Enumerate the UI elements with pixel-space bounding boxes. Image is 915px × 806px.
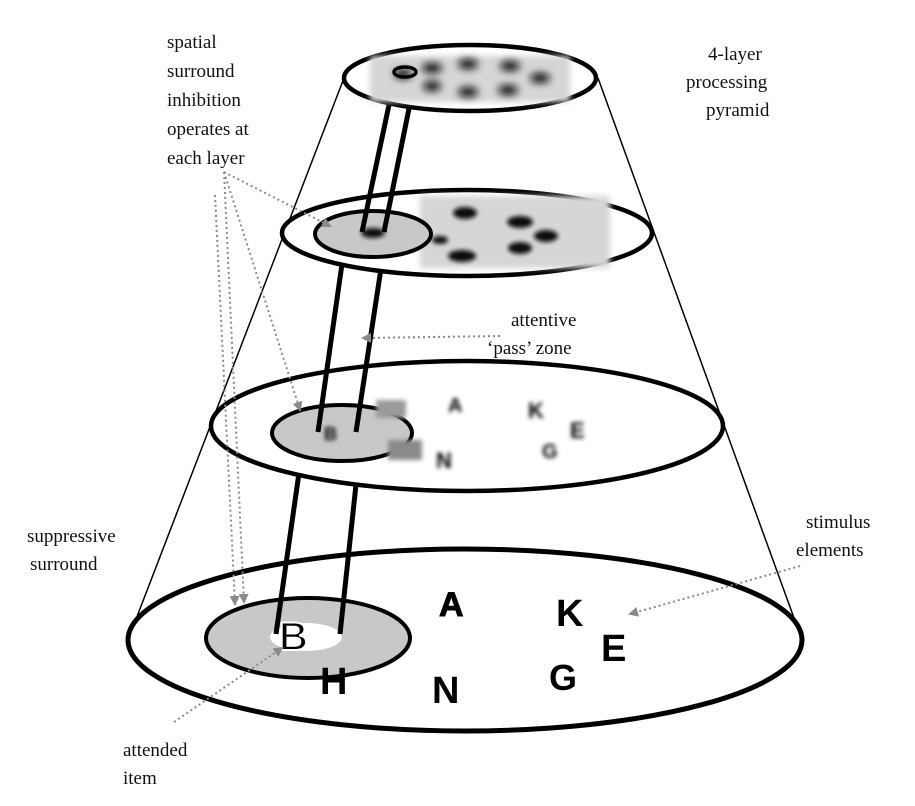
layer-top-pass-zone-opening [392,65,418,79]
svg-text:B: B [324,424,337,444]
svg-text:E: E [570,418,585,443]
layer-bottom-ellipse [125,546,805,734]
label-pass-zone-line-1: attentive [511,310,576,331]
label-suppressive-line-2: surround [30,554,98,575]
letter-k: K [556,593,584,635]
label-pyramid-line-1: 4-layer [708,44,762,65]
label-inhibition-line-2: surround [167,61,235,82]
label-inhibition-line-4: operates at [167,119,249,140]
svg-text:K: K [528,398,544,423]
letter-n: N [432,670,459,712]
pyramid-left-edge [127,77,345,641]
letter-a: A [439,586,464,624]
layer-3-suppressive-surround [270,403,414,463]
label-pyramid-line-3: pyramid [706,100,770,121]
layer-3-blurred-letters: B A K E G N [324,395,585,473]
letter-g: G [549,657,577,698]
layer-2-blurred-features [361,207,558,262]
layer-2 [279,187,655,279]
label-inhibition-line-3: inhibition [167,90,241,111]
layer-bottom: B H A K E N G [125,546,805,734]
label-stimulus-line-1: stimulus [806,512,870,533]
label-attended-line-2: item [123,768,157,789]
pyramid-outline [127,77,803,641]
annotation-arrows [173,171,801,723]
letter-e: E [601,628,626,670]
label-stimulus-line-2: elements [796,540,864,561]
pass-zone-arrow [361,332,501,343]
layer-top [341,42,599,114]
label-attended-line-1: attended [123,740,188,761]
label-pyramid: 4-layer processing pyramid [686,44,772,121]
inhibition-arrow-bottom [223,171,249,604]
label-inhibition-line-1: spatial [167,32,217,53]
letter-b: B [279,615,308,659]
bottom-attended-window [270,623,342,651]
label-stimulus: stimulus elements [796,512,875,561]
label-pass-zone-line-2: ‘pass’ zone [487,338,572,359]
svg-text:N: N [436,448,452,473]
label-pass-zone: attentive ‘pass’ zone [487,310,581,359]
attended-arrow [173,646,284,723]
pyramid-right-edge [597,77,803,641]
label-suppressive: suppressive surround [27,526,120,575]
suppressive-arrow [214,194,240,606]
inhibition-arrow-layer-3 [223,171,303,412]
svg-text:A: A [448,395,462,417]
inhibition-arrow-layer-2 [223,171,332,227]
label-inhibition: spatial surround inhibition operates at … [167,32,254,169]
letter-h: H [320,661,347,703]
label-inhibition-line-5: each layer [167,148,245,169]
layer-3: B A K E G N [208,358,726,494]
svg-text:G: G [542,441,558,463]
label-attended: attended item [123,740,192,789]
label-suppressive-line-1: suppressive [27,526,116,547]
pass-zone-bottom-segment [273,465,361,635]
label-pyramid-line-2: processing [686,72,768,93]
